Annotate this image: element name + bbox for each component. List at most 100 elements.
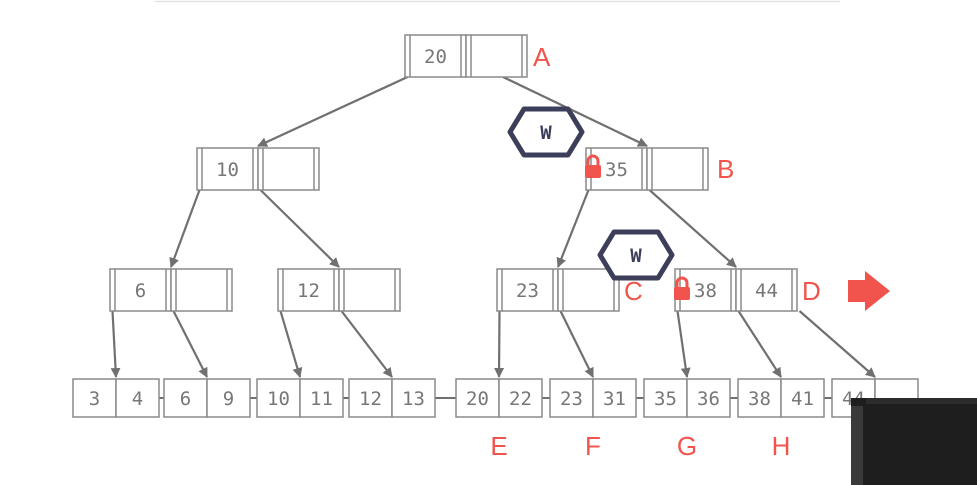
node-cell	[465, 34, 528, 78]
leaf-node-H: 38 41	[737, 378, 825, 418]
inner-node-n12: 12	[277, 268, 401, 312]
leaf-cell	[206, 378, 251, 418]
leaf-key: 22	[509, 388, 532, 410]
leaf-cell	[72, 378, 117, 418]
inner-node-D: 38 44	[674, 268, 798, 312]
child-pointer-edge	[798, 310, 876, 378]
node-key: 35	[605, 159, 628, 181]
leaf-cell	[299, 378, 344, 418]
node-cell	[277, 268, 340, 312]
latch-mode: W	[540, 122, 552, 144]
node-label-C: C	[624, 276, 643, 306]
lock-icon	[585, 154, 601, 178]
node-label-D: D	[802, 276, 821, 306]
node-key: 20	[424, 46, 447, 68]
leaf-label-G: G	[677, 431, 697, 461]
node-cell	[170, 268, 233, 312]
leaf-key: 6	[180, 388, 191, 410]
inner-node-C: 23	[496, 268, 620, 312]
node-labels: A B C D E F G H	[490, 42, 820, 461]
node-label-A: A	[533, 42, 551, 72]
node-cell	[646, 147, 709, 191]
leaf-cell	[455, 378, 500, 418]
leaf-cell	[686, 378, 731, 418]
leaf-node-F: 23 31	[549, 378, 637, 418]
right-arrow-icon	[848, 271, 890, 311]
lock-icon	[674, 276, 690, 300]
leaf-key: 31	[603, 388, 626, 410]
node-key: 38	[694, 280, 717, 302]
node-key: 6	[135, 280, 146, 302]
child-pointer-edge	[259, 189, 340, 268]
latch-hexagon	[597, 229, 675, 281]
write-latch-latch-BD: W	[597, 229, 690, 300]
leaf-key: 11	[310, 388, 333, 410]
child-pointer-edge	[648, 189, 737, 268]
leaf-cell	[592, 378, 637, 418]
node-key: 12	[297, 280, 320, 302]
child-pointer-edge	[737, 310, 782, 378]
latch-mode: W	[630, 245, 642, 267]
leaf-key: 13	[402, 388, 425, 410]
latches: WW	[507, 106, 690, 300]
node-cell	[257, 147, 320, 191]
child-pointer-edge	[559, 310, 594, 378]
leaf-cell	[780, 378, 825, 418]
leaf-cell	[391, 378, 436, 418]
leaf-key: 10	[267, 388, 290, 410]
child-pointer-edge	[279, 310, 303, 378]
inner-node-n10: 10	[196, 147, 320, 191]
leaf-label-E: E	[490, 431, 507, 461]
child-pointer-edge	[257, 76, 408, 147]
latch-hexagon	[507, 106, 585, 158]
child-pointer-edge	[110, 310, 121, 378]
node-cell	[404, 34, 467, 78]
child-pointer-edge	[556, 189, 590, 268]
child-pointer-edge	[502, 76, 648, 147]
leaf-key: 41	[791, 388, 814, 410]
leaf-cell	[643, 378, 688, 418]
child-pointer-edge	[169, 189, 201, 268]
leaf-node-L3: 10 11	[256, 378, 344, 418]
leaf-cell	[115, 378, 160, 418]
leaf-label-H: H	[772, 431, 791, 461]
node-key: 10	[216, 159, 239, 181]
child-pointer-edge	[172, 310, 208, 378]
leaf-key: 20	[466, 388, 489, 410]
node-cell	[196, 147, 259, 191]
leaf-key: 4	[132, 388, 143, 410]
leaf-node-E: 20 22	[455, 378, 543, 418]
leaf-cell	[256, 378, 301, 418]
node-cell	[109, 268, 172, 312]
leaf-cell	[163, 378, 208, 418]
leaf-key: 35	[654, 388, 677, 410]
leaf-key: 3	[89, 388, 100, 410]
node-cell	[338, 268, 401, 312]
leaf-node-G: 35 36	[643, 378, 731, 418]
leaf-key: 9	[223, 388, 234, 410]
child-pointer-edge	[494, 310, 505, 378]
child-pointer-edge	[676, 310, 691, 378]
child-pointer-edge	[340, 310, 393, 378]
write-latch-latch-AB: W	[507, 106, 601, 178]
node-key: 23	[516, 280, 539, 302]
tree-edges	[110, 76, 876, 378]
leaf-cell	[549, 378, 594, 418]
leaf-cell	[498, 378, 543, 418]
node-label-B: B	[717, 154, 734, 184]
node-cell	[557, 268, 620, 312]
leaf-cell	[348, 378, 393, 418]
leaf-label-F: F	[585, 431, 601, 461]
leaf-node-L4: 12 13	[348, 378, 436, 418]
leaf-key: 38	[748, 388, 771, 410]
leaf-key: 12	[359, 388, 382, 410]
leaf-key: 23	[560, 388, 583, 410]
inner-node-B: 35	[585, 147, 709, 191]
inner-node-n6: 6	[109, 268, 233, 312]
node-key: 44	[755, 280, 778, 302]
inner-node-A: 20	[404, 34, 528, 78]
